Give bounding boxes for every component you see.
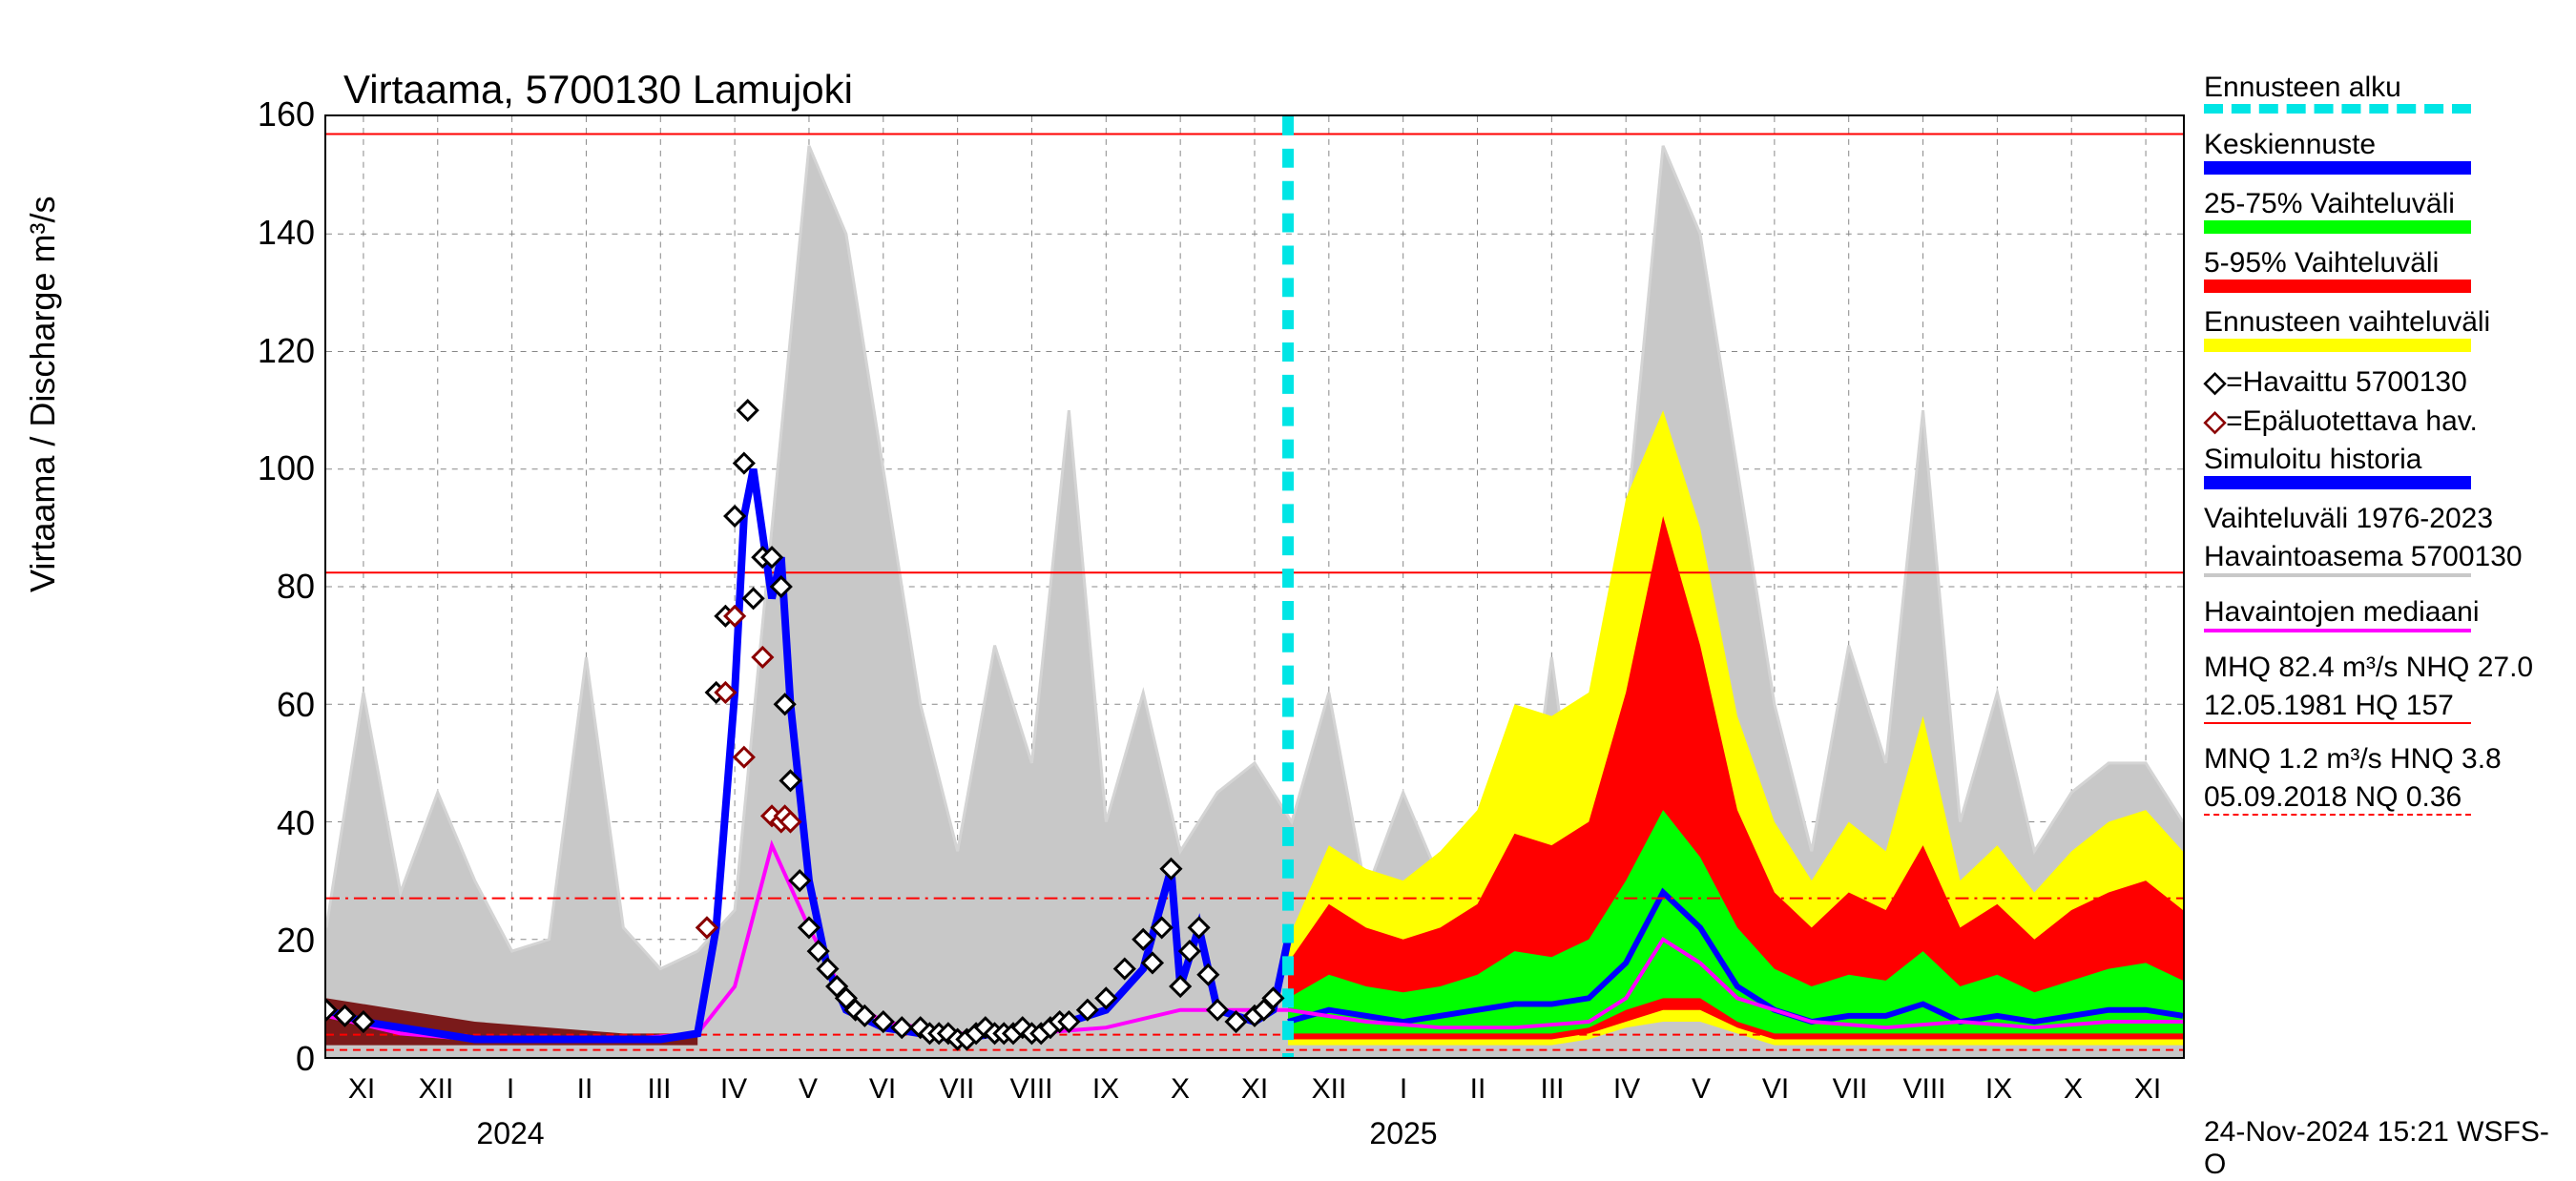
y-tick: 160 [258,94,315,135]
x-tick-month: IX [1985,1073,2012,1106]
legend-item: 25-75% Vaihteluväli [2204,188,2576,234]
y-axis-label: Virtaama / Discharge m³/s [23,197,63,592]
x-tick-month: I [507,1073,514,1106]
plot-area [324,114,2185,1059]
x-tick-month: VIII [1009,1073,1052,1106]
legend-item: 05.09.2018 NQ 0.36 [2204,781,2576,816]
legend-item: Simuloitu historia [2204,444,2576,489]
legend-label: ◇=Epäluotettava hav. [2204,404,2576,438]
x-tick-month: IV [720,1073,747,1106]
y-tick: 80 [277,567,315,607]
legend-item: Ennusteen vaihteluväli [2204,306,2576,352]
legend-item: ◇=Epäluotettava hav. [2204,404,2576,438]
x-tick-month: III [647,1073,671,1106]
legend-label: ◇=Havaittu 5700130 [2204,365,2576,399]
legend-label: Vaihteluväli 1976-2023 [2204,503,2576,535]
y-tick: 40 [277,803,315,843]
x-tick-month: III [1540,1073,1564,1106]
legend-item: 12.05.1981 HQ 157 [2204,690,2576,724]
legend-item: 5-95% Vaihteluväli [2204,247,2576,293]
observation-marker [738,401,758,420]
legend-label: 12.05.1981 HQ 157 [2204,690,2576,722]
x-tick-month: VII [940,1073,975,1106]
observation-marker [744,589,763,608]
x-tick-month: XI [1241,1073,1268,1106]
x-tick-month: I [1400,1073,1407,1106]
y-tick: 60 [277,685,315,725]
chart-title: Virtaama, 5700130 Lamujoki [343,67,853,113]
x-tick-month: II [1470,1073,1486,1106]
legend-label: MNQ 1.2 m³/s HNQ 3.8 [2204,743,2576,776]
legend-item: MHQ 82.4 m³/s NHQ 27.0 [2204,652,2576,684]
legend-label: Keskiennuste [2204,129,2576,161]
legend-label: Ennusteen vaihteluväli [2204,306,2576,339]
x-tick-month: XI [2134,1073,2161,1106]
legend-item: Vaihteluväli 1976-2023 [2204,503,2576,535]
x-tick-year: 2025 [1369,1116,1437,1151]
legend-item: Havaintoasema 5700130 [2204,541,2576,577]
x-tick-month: X [2064,1073,2083,1106]
y-tick: 100 [258,448,315,488]
legend-item: Ennusteen alku [2204,72,2576,114]
x-tick-month: VI [869,1073,896,1106]
x-tick-month: VIII [1902,1073,1945,1106]
y-tick: 0 [296,1039,315,1079]
legend-label: Simuloitu historia [2204,444,2576,476]
y-tick: 20 [277,921,315,961]
x-tick-month: XII [1312,1073,1347,1106]
x-tick-month: VII [1833,1073,1868,1106]
y-tick: 140 [258,213,315,253]
legend-label: Ennusteen alku [2204,72,2576,104]
plot-svg [326,116,2183,1057]
legend-item: Havaintojen mediaani [2204,596,2576,632]
x-tick-month: IX [1092,1073,1119,1106]
legend-label: Havaintojen mediaani [2204,596,2576,629]
legend-item: Keskiennuste [2204,129,2576,175]
x-tick-month: VI [1762,1073,1789,1106]
x-tick-month: XI [348,1073,375,1106]
x-tick-month: V [1692,1073,1711,1106]
legend-item: ◇=Havaittu 5700130 [2204,365,2576,399]
legend-label: 5-95% Vaihteluväli [2204,247,2576,280]
x-tick-year: 2024 [476,1116,544,1151]
legend-label: 25-75% Vaihteluväli [2204,188,2576,220]
legend-item: MNQ 1.2 m³/s HNQ 3.8 [2204,743,2576,776]
x-tick-month: V [799,1073,818,1106]
chart-container: Virtaama / Discharge m³/s Virtaama, 5700… [19,19,2557,1126]
x-tick-month: IV [1613,1073,1640,1106]
legend: Ennusteen alku Keskiennuste 25-75% Vaihtel… [2204,72,2576,831]
footer-timestamp: 24-Nov-2024 15:21 WSFS-O [2204,1116,2557,1181]
x-tick-month: XII [419,1073,454,1106]
legend-label: Havaintoasema 5700130 [2204,541,2576,573]
x-tick-month: II [577,1073,593,1106]
legend-label: 05.09.2018 NQ 0.36 [2204,781,2576,814]
legend-label: MHQ 82.4 m³/s NHQ 27.0 [2204,652,2576,684]
x-tick-month: X [1171,1073,1190,1106]
y-tick: 120 [258,331,315,371]
